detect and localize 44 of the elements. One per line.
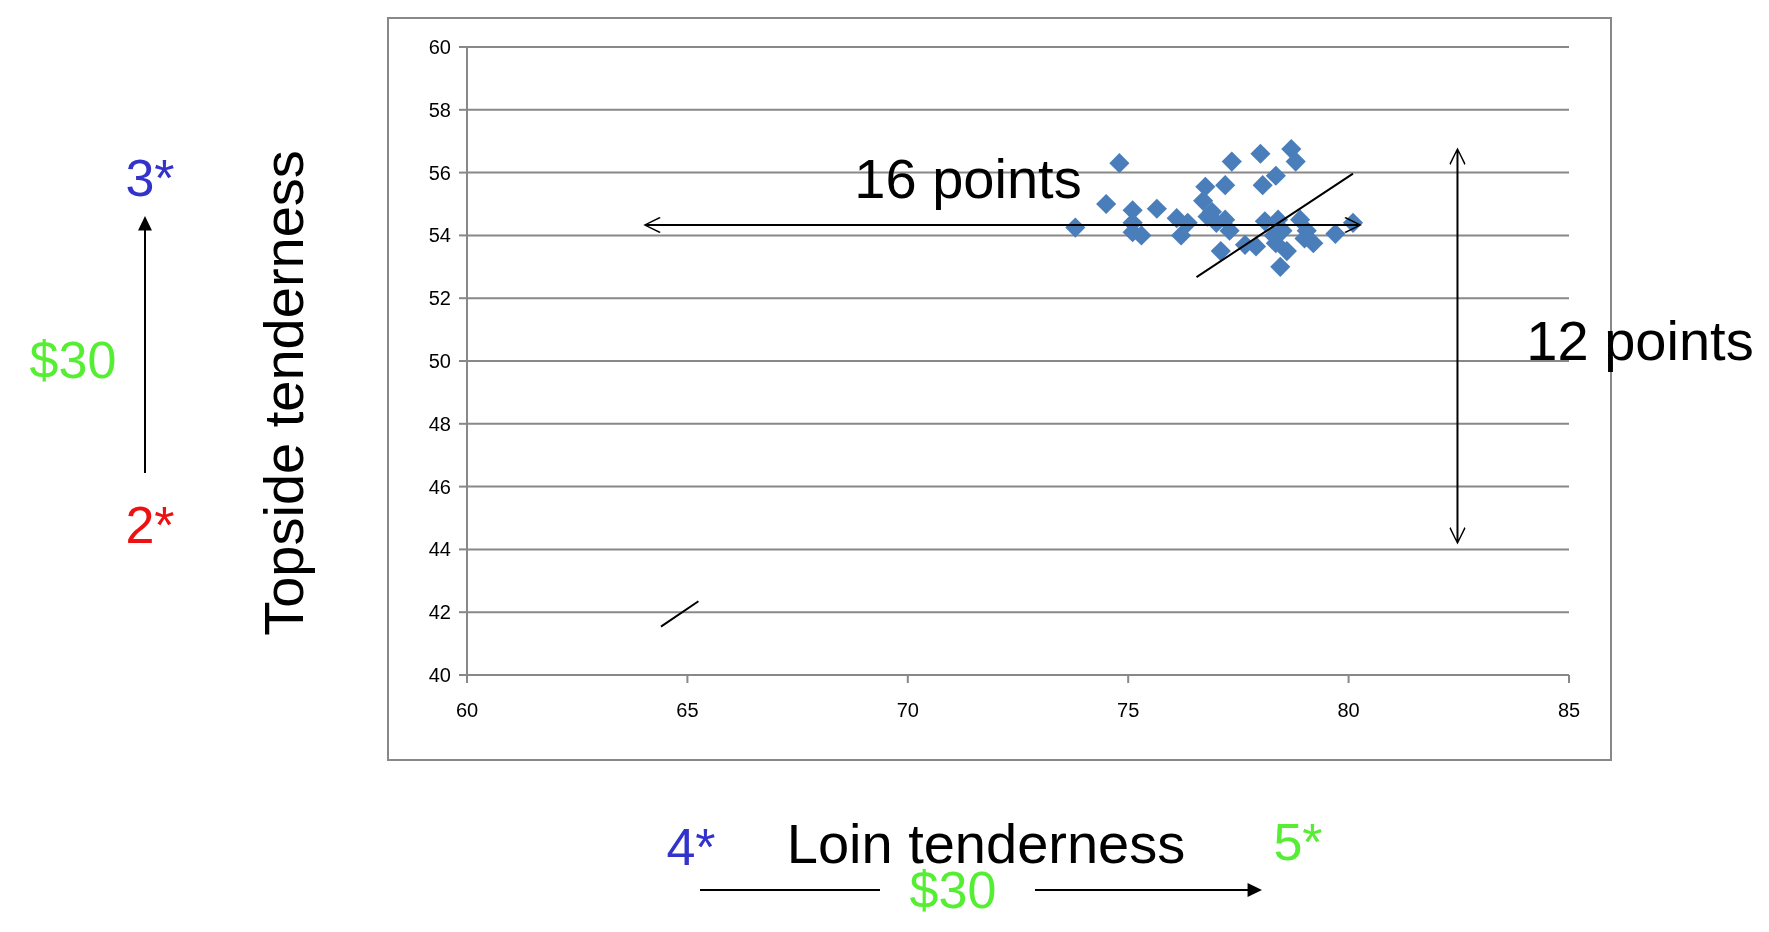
y-tick-label: 48 bbox=[428, 412, 451, 435]
x-tick-label: 65 bbox=[676, 699, 699, 721]
point bbox=[1195, 176, 1216, 197]
point bbox=[1109, 153, 1130, 174]
annotation: 16 points bbox=[854, 147, 1082, 210]
point bbox=[1193, 190, 1214, 211]
y-tick-label: 42 bbox=[428, 601, 451, 624]
x-tick-label: 85 bbox=[1557, 699, 1581, 721]
point bbox=[1146, 198, 1167, 219]
text: 5* bbox=[1273, 813, 1323, 871]
x-tick-label: 60 bbox=[455, 699, 479, 721]
y-axis-title: Topside tenderness bbox=[252, 150, 315, 636]
y-tick-label: 40 bbox=[428, 664, 451, 686]
x-tick-label: 80 bbox=[1337, 699, 1360, 721]
y-tick-label: 52 bbox=[428, 287, 451, 310]
y-tick-label: 60 bbox=[428, 36, 451, 58]
point bbox=[1219, 220, 1240, 241]
y-tick-label: 56 bbox=[428, 161, 451, 184]
y-tick-label: 54 bbox=[428, 224, 451, 247]
x-tick-label: 75 bbox=[1117, 699, 1140, 721]
point bbox=[1270, 256, 1291, 277]
y-tick-label: 58 bbox=[428, 98, 451, 121]
point bbox=[1221, 151, 1242, 172]
annotation: 12 points bbox=[1526, 309, 1754, 372]
y-tick-label: 44 bbox=[428, 538, 451, 561]
y-tick-label: 46 bbox=[428, 475, 451, 498]
text: $30 bbox=[29, 331, 117, 389]
point bbox=[1303, 233, 1324, 254]
point bbox=[1325, 223, 1346, 244]
point bbox=[1171, 225, 1192, 246]
point bbox=[1252, 175, 1273, 196]
point bbox=[1096, 193, 1117, 215]
point bbox=[1265, 165, 1286, 186]
text: 3* bbox=[125, 149, 175, 207]
point bbox=[1285, 151, 1306, 172]
text: 4* bbox=[666, 818, 716, 876]
x-tick-label: 70 bbox=[896, 699, 919, 721]
point bbox=[1281, 138, 1302, 160]
point bbox=[1250, 143, 1271, 164]
point bbox=[1276, 241, 1297, 262]
point bbox=[1215, 175, 1236, 196]
point bbox=[1210, 241, 1231, 262]
y-tick-label: 50 bbox=[428, 350, 451, 372]
text: 2* bbox=[125, 496, 175, 554]
